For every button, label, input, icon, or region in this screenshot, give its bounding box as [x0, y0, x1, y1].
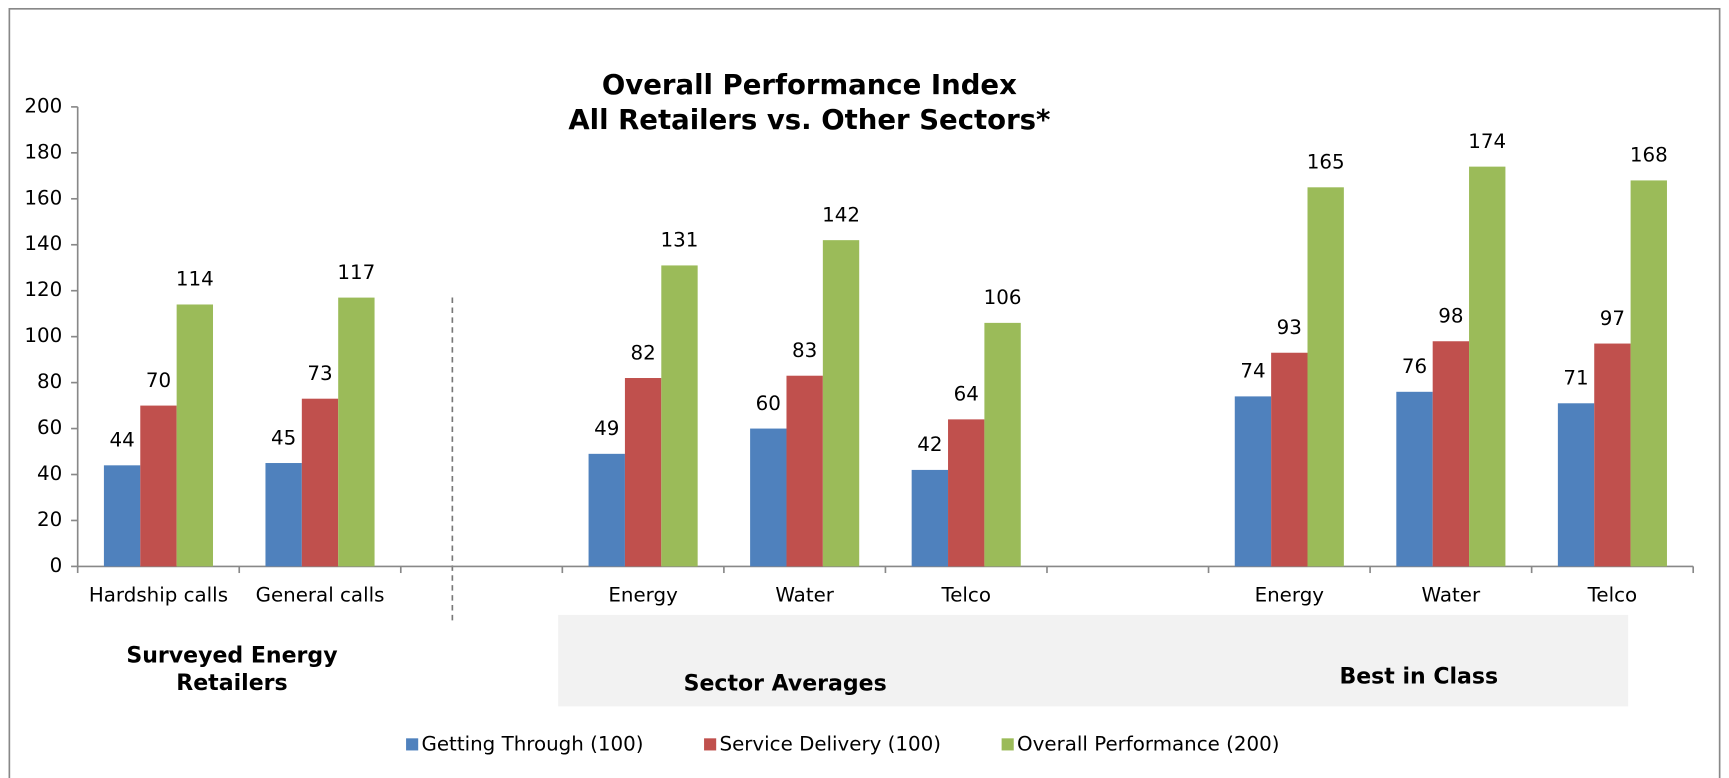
annotation: Surveyed Energy Retailers [126, 641, 338, 696]
value-label: 45 [271, 426, 296, 449]
bar [1469, 166, 1506, 567]
value-label: 117 [337, 261, 375, 284]
bar [984, 322, 1021, 567]
value-label: 165 [1307, 151, 1345, 174]
y-tick-label: 120 [24, 278, 62, 301]
bar [1594, 343, 1631, 567]
bar [265, 463, 302, 567]
bar [588, 453, 625, 567]
value-label: 93 [1277, 316, 1302, 339]
y-tick-label: 60 [37, 416, 62, 439]
bar [661, 265, 698, 567]
y-tick-label: 80 [37, 370, 62, 393]
legend-label: Service Delivery (100) [719, 732, 941, 755]
x-tick-label: Telco [1587, 584, 1637, 607]
bar [911, 469, 949, 567]
x-tick-label: Water [1422, 584, 1481, 607]
y-tick-label: 160 [24, 186, 62, 209]
chart-title: Overall Performance Index [602, 69, 1017, 101]
bar [176, 304, 214, 567]
x-tick-label: General calls [256, 584, 385, 607]
value-label: 114 [176, 268, 214, 291]
bar [338, 297, 375, 567]
bar [103, 465, 141, 567]
y-tick-label: 40 [37, 462, 62, 485]
x-tick-label: Hardship calls [89, 584, 228, 607]
value-label: 70 [146, 369, 171, 392]
annotation: Best in Class [1339, 665, 1498, 690]
x-tick-label: Telco [940, 584, 990, 607]
value-label: 42 [917, 433, 942, 456]
x-tick-label: Energy [608, 584, 678, 607]
value-label: 82 [630, 341, 655, 364]
legend-label: Overall Performance (200) [1017, 732, 1279, 755]
bar [301, 398, 339, 567]
legend-swatch [1001, 738, 1014, 751]
value-label: 98 [1438, 305, 1463, 328]
y-tick-label: 100 [24, 324, 62, 347]
bar [624, 378, 662, 567]
value-label: 168 [1630, 144, 1668, 167]
group-background [558, 614, 1629, 707]
x-tick-label: Energy [1255, 584, 1325, 607]
annotation-box: Surveyed Energy Retailers [126, 641, 338, 696]
bar [1557, 403, 1595, 567]
value-label: 49 [594, 417, 619, 440]
bar [140, 405, 177, 567]
bar [822, 240, 860, 567]
y-tick-label: 0 [50, 554, 63, 577]
value-label: 83 [792, 339, 817, 362]
value-label: 131 [661, 229, 699, 252]
value-label: 74 [1240, 360, 1265, 383]
legend-swatch [406, 738, 419, 751]
value-label: 106 [984, 286, 1022, 309]
value-label: 76 [1402, 355, 1427, 378]
bar [750, 428, 787, 567]
bar [1307, 187, 1344, 567]
value-label: 174 [1468, 130, 1506, 153]
value-label: 73 [307, 362, 332, 385]
value-label: 64 [954, 383, 979, 406]
bar [786, 375, 823, 567]
value-label: 97 [1600, 307, 1625, 330]
bar [1271, 352, 1308, 567]
bar [1396, 391, 1433, 567]
value-label: 60 [756, 392, 781, 415]
y-tick-label: 140 [24, 232, 62, 255]
bar [1432, 341, 1470, 567]
bar [1234, 396, 1272, 567]
legend-label: Getting Through (100) [422, 732, 644, 755]
bar [1630, 180, 1667, 567]
x-tick-label: Water [775, 584, 834, 607]
value-label: 71 [1563, 367, 1588, 390]
chart-subtitle: All Retailers vs. Other Sectors* [568, 104, 1050, 136]
annotation: Sector Averages [684, 671, 887, 696]
bar [948, 419, 985, 567]
y-tick-label: 180 [24, 140, 62, 163]
value-label: 44 [109, 429, 134, 452]
y-tick-label: 200 [24, 94, 62, 117]
value-label: 142 [822, 203, 860, 226]
y-tick-label: 20 [37, 508, 62, 531]
legend-swatch [704, 738, 717, 751]
